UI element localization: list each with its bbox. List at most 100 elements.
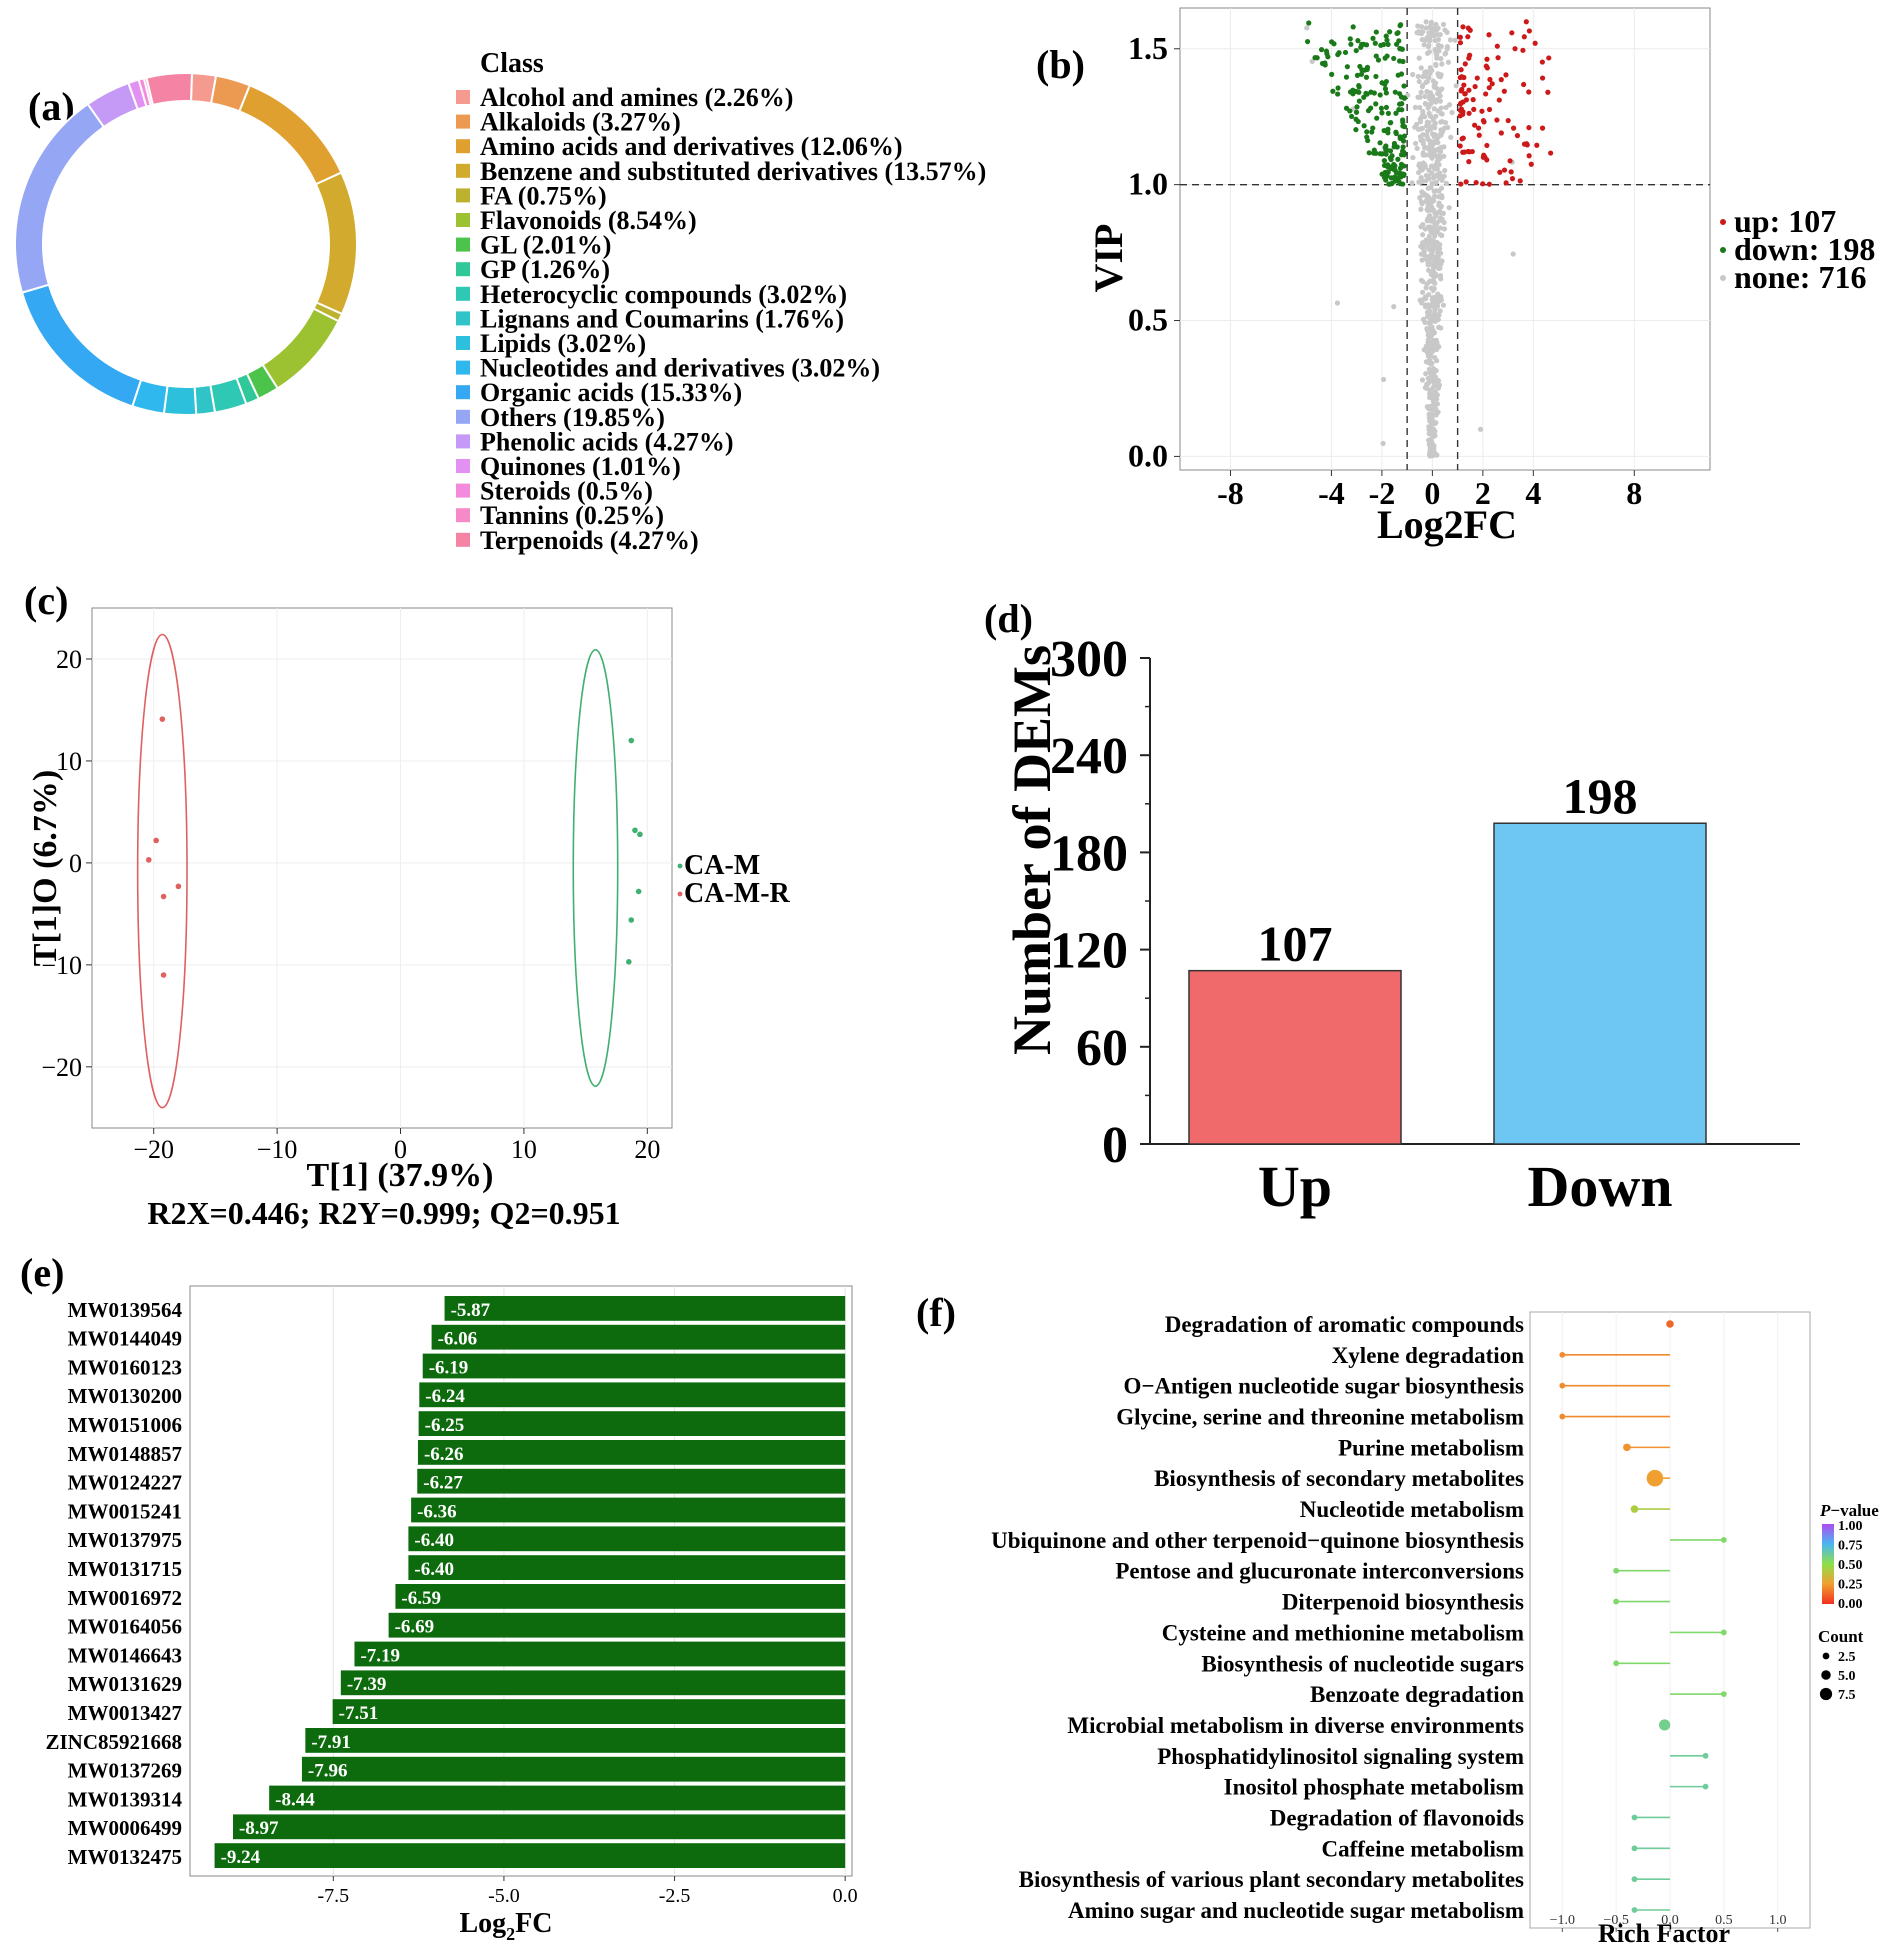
volcano-point-none-494 [1420, 138, 1426, 144]
volcano-ytick-label-2: 1.0 [1128, 166, 1168, 202]
volcano-point-down-134 [1344, 64, 1350, 70]
volcano-point-up-55 [1526, 125, 1532, 131]
volcano-point-down-189 [1379, 110, 1385, 116]
volcano-point-up-20 [1526, 89, 1532, 95]
opls-point-1-5 [160, 972, 167, 978]
volcano-point-up-36 [1521, 81, 1527, 88]
volcano-point-up-92 [1526, 28, 1532, 34]
volcano-point-none-676 [1438, 185, 1445, 191]
fc-bars: -5.87 MW0139564 -6.06 MW0144049 -6.19 MW01601… [45, 1296, 846, 1869]
volcano-point-none-715 [1440, 21, 1447, 28]
volcano-point-up-52 [1497, 169, 1503, 175]
volcano-point-none-595 [1438, 204, 1444, 210]
fc-bar-10 [395, 1584, 846, 1609]
legend-swatch-17 [456, 508, 470, 523]
volcano-point-none-606 [1420, 152, 1426, 158]
volcano-point-none-479 [1430, 268, 1436, 274]
volcano-point-none-696 [1432, 25, 1438, 32]
opls-point-0-0 [628, 737, 635, 744]
volcano-point-down-94 [1385, 110, 1391, 116]
volcano-point-up-44 [1489, 81, 1495, 87]
volcano-point-none-714 [1428, 163, 1434, 169]
volcano-point-none-318 [1424, 50, 1431, 56]
volcano-xtick-label-5: 4 [1525, 475, 1541, 511]
count-legend-label-1: 5.0 [1838, 1669, 1856, 1684]
volcano-point-up-0 [1534, 142, 1540, 148]
volcano-point-none-537 [1426, 30, 1432, 36]
volcano-point-none-312 [1437, 93, 1443, 99]
volcano-point-up-15 [1459, 136, 1465, 142]
enrich-point-8 [1613, 1567, 1620, 1574]
opls-point-1-1 [153, 837, 159, 844]
enrich-xtick-label-3: 0.5 [1715, 1913, 1733, 1928]
volcano-point-none-641 [1427, 246, 1433, 253]
volcano-point-none-135 [1433, 153, 1439, 159]
volcano-point-none-545 [1420, 160, 1426, 166]
volcano-point-none-615 [1416, 30, 1423, 36]
volcano-point-down-146 [1359, 41, 1365, 48]
volcano-point-up-43 [1532, 40, 1538, 46]
volcano-point-none-636 [1430, 216, 1436, 222]
volcano-point-none-168 [1420, 232, 1426, 238]
volcano-xtick-label-3: 0 [1424, 475, 1440, 511]
opls-point-1-2 [145, 857, 152, 863]
enrich-point-14 [1702, 1752, 1709, 1759]
volcano-point-down-195 [1400, 148, 1406, 154]
volcano-point-down-151 [1366, 150, 1372, 156]
volcano-point-none-617 [1426, 441, 1432, 447]
volcano-point-down-30 [1387, 148, 1394, 154]
volcano-point-up-101 [1472, 122, 1478, 128]
volcano-point-none-677 [1431, 175, 1437, 181]
fc-bar-1 [431, 1324, 846, 1350]
count-legend-label-0: 2.5 [1838, 1650, 1856, 1665]
volcano-point-down-184 [1355, 118, 1361, 125]
volcano-point-none-430 [1442, 167, 1448, 174]
enrich-point-17 [1631, 1845, 1638, 1852]
volcano-point-up-74 [1494, 43, 1500, 49]
volcano-point-up-86 [1505, 117, 1511, 124]
volcano-point-down-138 [1306, 20, 1312, 26]
volcano-point-down-71 [1343, 74, 1350, 80]
opls-point-0-3 [635, 888, 642, 895]
volcano-point-none-300 [1380, 440, 1386, 447]
volcano-point-none-587 [1429, 67, 1435, 73]
volcano-point-down-132 [1385, 130, 1391, 136]
volcano-point-none-278 [1439, 232, 1445, 239]
volcano-point-none-567 [1417, 297, 1423, 303]
dem-ytick-label-3: 180 [1050, 825, 1128, 882]
enrich-point-13 [1659, 1719, 1671, 1731]
fc-category-label-16: MW0137269 [68, 1759, 182, 1783]
volcano-point-none-495 [1432, 280, 1438, 286]
volcano-point-up-39 [1539, 59, 1545, 65]
enrich-category-label-16: Degradation of flavonoids [1270, 1805, 1524, 1830]
volcano-point-none-613 [1429, 403, 1435, 409]
volcano-point-none-646 [1430, 95, 1436, 101]
volcano-point-down-73 [1347, 36, 1353, 42]
fc-category-label-0: MW0139564 [68, 1298, 183, 1322]
volcano-point-none-559 [1423, 25, 1429, 31]
volcano-point-none-628 [1444, 44, 1451, 50]
volcano-point-none-447 [1441, 173, 1447, 179]
volcano-legend-label-0: up: 107 [1734, 203, 1836, 239]
volcano-point-down-164 [1399, 135, 1405, 141]
legend-label-11: Nucleotides and derivatives (3.02%) [480, 354, 880, 383]
pvalue-tick-1: 0.75 [1838, 1539, 1863, 1554]
volcano-point-none-486 [1448, 134, 1454, 140]
count-legend-dot-2 [1819, 1687, 1833, 1701]
volcano-point-none-652 [1424, 216, 1431, 223]
volcano-point-up-41 [1501, 167, 1508, 173]
volcano-point-none-575 [1433, 163, 1439, 170]
fc-value-label-17: -8.44 [275, 1789, 315, 1810]
donut-slice-12 [20, 283, 143, 408]
volcano-point-down-81 [1369, 129, 1375, 135]
enrich-xtick-label-2: 0.0 [1661, 1913, 1679, 1928]
volcano-point-down-58 [1364, 129, 1370, 135]
volcano-point-up-56 [1457, 113, 1463, 119]
legend-label-12: Organic acids (15.33%) [480, 378, 742, 407]
fc-bar-2 [422, 1353, 846, 1379]
fc-xtick-label-3: 0.0 [833, 1885, 858, 1907]
volcano-point-none-660 [1477, 426, 1484, 432]
volcano-ylabel: VIP [1086, 224, 1131, 293]
volcano-point-none-315 [1427, 113, 1434, 119]
volcano-point-none-331 [1420, 316, 1427, 322]
